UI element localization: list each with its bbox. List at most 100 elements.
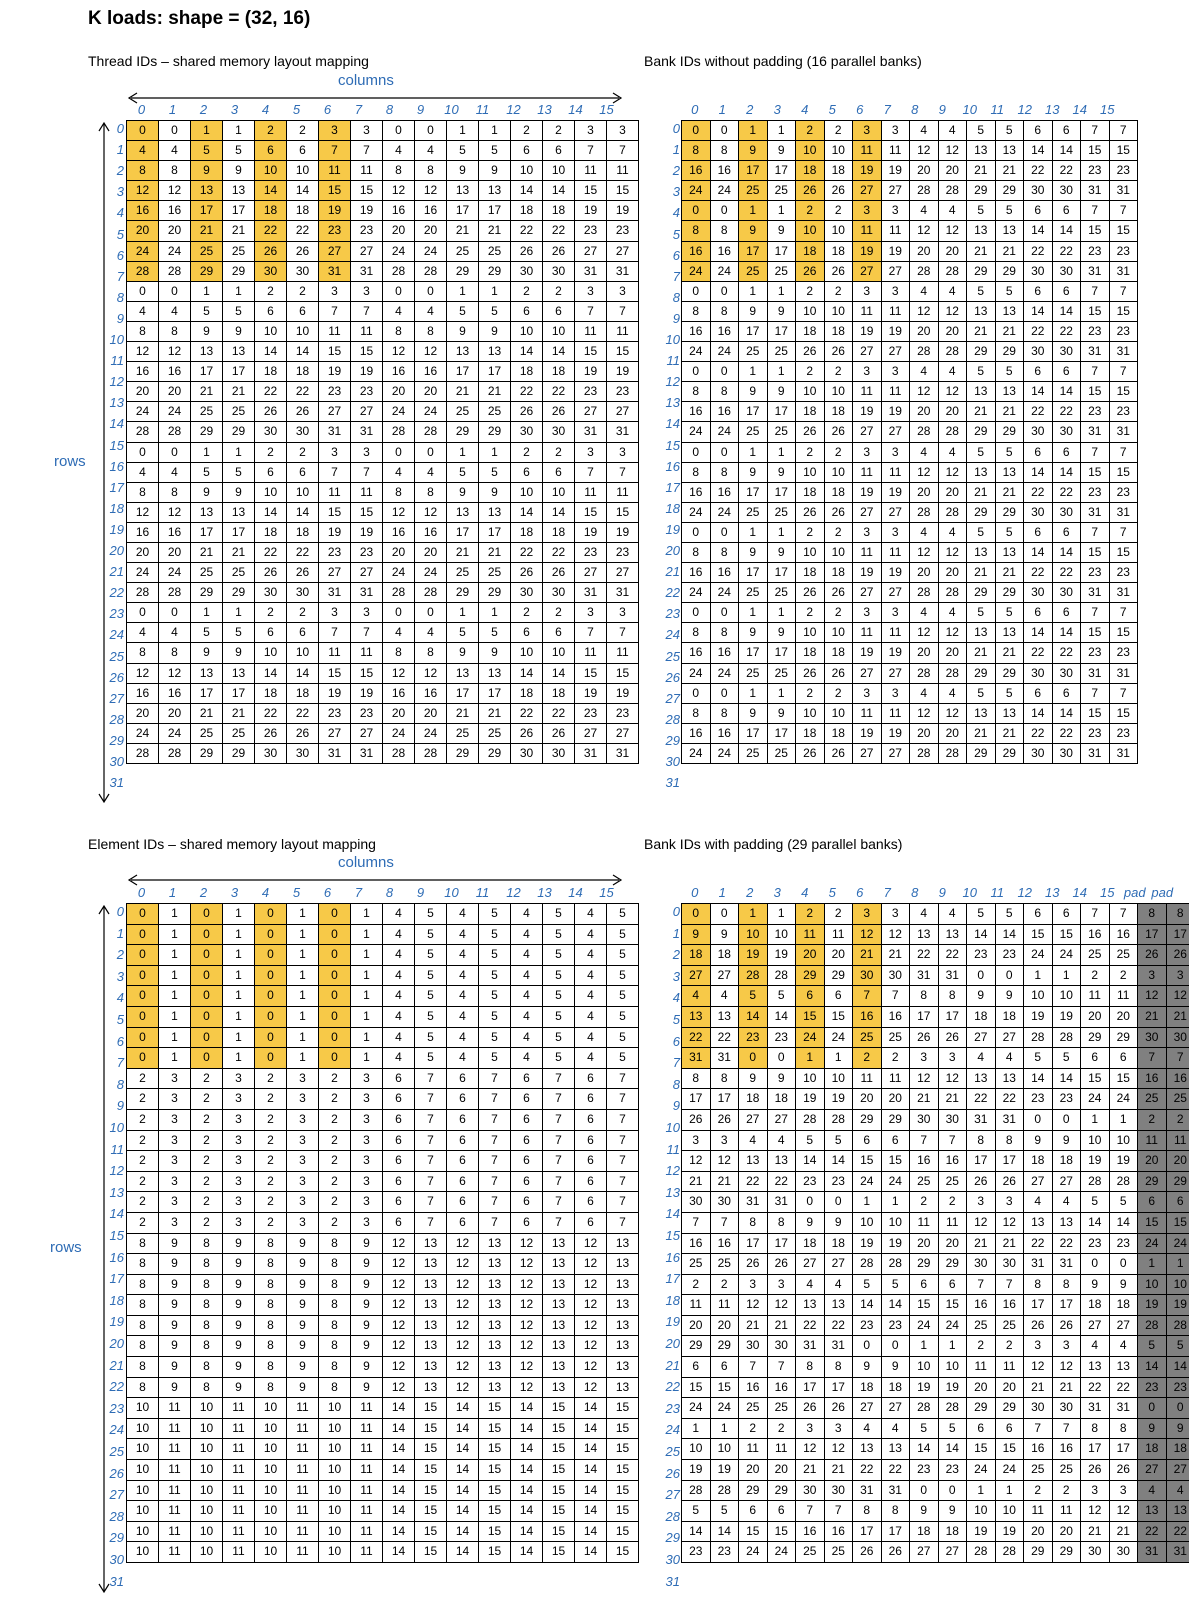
grid-cell: 10 [126, 1438, 159, 1461]
grid-cell: 0 [414, 441, 447, 463]
grid-cell: 18 [510, 682, 543, 704]
grid-row: 21 21 22 22 23 23 24 24 25 25 26 26 27 27 28 28 29 29 [681, 1170, 1189, 1193]
grid-cell: 14 [574, 1459, 607, 1481]
grid-cell: 11 [574, 642, 607, 664]
row-index: 15 [109, 1228, 124, 1243]
grid-cell: 29 [966, 341, 996, 363]
grid-cell: 0 [158, 119, 191, 142]
grid-cell: 11 [158, 1438, 191, 1461]
grid-cell: 3 [318, 441, 351, 463]
grid-cell: 2 [126, 1211, 159, 1234]
row-index: 16 [109, 1249, 124, 1265]
grid-cell: 14 [510, 1397, 543, 1419]
grid-cell: 6 [1108, 1047, 1138, 1069]
grid-cell: 6 [681, 1356, 711, 1378]
grid-cell: 17 [823, 1376, 853, 1399]
grid-cell: 6 [510, 140, 543, 162]
grid-cell: 11 [852, 461, 882, 483]
grid-row: 2 2 3 3 4 4 5 5 6 6 7 7 8 8 9 9 10 10 [681, 1273, 1189, 1296]
grid-cell: 4 [446, 985, 479, 1007]
grid-cell: 23 [350, 541, 383, 564]
column-index: 15 [1100, 102, 1115, 117]
grid-cell: 2 [190, 1211, 223, 1234]
grid-row: 28 28 29 29 30 30 31 31 28 28 29 29 30 30 31 31 [126, 742, 639, 765]
grid-cell: 3 [222, 1170, 255, 1193]
grid-cell: 1 [766, 280, 796, 302]
grid-cell: 0 [994, 964, 1024, 987]
grid-cell: 5 [606, 923, 639, 946]
grid-cell: 19 [1137, 1294, 1167, 1316]
grid-cell: 4 [382, 1005, 415, 1028]
grid-cell: 5 [606, 903, 639, 925]
grid-cell: 17 [446, 682, 479, 704]
grid-cell: 9 [1080, 1273, 1110, 1296]
row-index: 15 [109, 437, 124, 453]
grid-cell: 0 [909, 1479, 939, 1502]
grid-cell: 7 [574, 300, 607, 322]
grid-cell: 16 [1137, 1067, 1167, 1090]
grid-cell: 0 [1023, 1108, 1053, 1131]
grid-cell: 3 [880, 682, 910, 704]
grid-cell: 22 [1023, 642, 1053, 664]
grid-cell: 10 [823, 702, 853, 724]
grid-cell: 18 [286, 682, 319, 704]
grid-cell: 6 [1023, 903, 1053, 925]
grid-cell: 31 [574, 742, 607, 765]
grid-cell: 14 [510, 1541, 543, 1563]
grid-cell: 11 [350, 1417, 383, 1440]
grid-cell: 4 [766, 1129, 796, 1152]
grid-cell: 3 [852, 280, 882, 302]
grid-cell: 0 [126, 119, 159, 142]
grid-cell: 30 [994, 1253, 1024, 1275]
grid-cell: 2 [1051, 1479, 1081, 1502]
grid-cell: 18 [823, 401, 853, 423]
grid-cell: 6 [510, 1191, 543, 1213]
grid-cell: 13 [478, 1232, 511, 1255]
row-index: 2 [116, 163, 124, 179]
grid-cell: 10 [318, 1397, 351, 1419]
row-index: 17 [109, 1271, 124, 1287]
grid-cell: 2 [318, 1088, 351, 1110]
grid-cell: 9 [190, 160, 223, 182]
grid-cell: 7 [414, 1211, 447, 1234]
grid-cell: 8 [1108, 1417, 1138, 1440]
grid-cell: 7 [542, 1211, 575, 1234]
grid-cell: 22 [709, 1026, 739, 1049]
grid-cell: 3 [158, 1170, 191, 1193]
grid-cell: 21 [681, 1170, 711, 1193]
column-index: 10 [444, 885, 459, 900]
grid-cell: 10 [254, 642, 287, 664]
grid-cell: 6 [1051, 602, 1081, 624]
grid-cell: 8 [126, 1356, 159, 1378]
row-index: 22 [665, 1379, 680, 1395]
grid-cell: 0 [681, 521, 711, 543]
grid-cell: 12 [766, 1294, 796, 1316]
grid-cell: 7 [478, 1211, 511, 1234]
grid-cell: 1 [222, 923, 255, 946]
grid-cell: 25 [738, 742, 768, 765]
grid-cell: 16 [766, 1376, 796, 1399]
grid-cell: 9 [1108, 1273, 1138, 1296]
grid-cell: 20 [909, 401, 939, 423]
grid-cell: 31 [766, 1191, 796, 1213]
grid-cell: 22 [510, 220, 543, 242]
grid-cell: 4 [510, 1005, 543, 1028]
grid-cell: 10 [766, 923, 796, 946]
grid-cell: 11 [681, 1294, 711, 1316]
grid-cell: 31 [606, 742, 639, 765]
grid-cell: 2 [126, 1170, 159, 1193]
grid-cell: 5 [190, 300, 223, 322]
grid-cell: 17 [795, 1376, 825, 1399]
grid-cell: 8 [126, 1232, 159, 1255]
grid-cell: 5 [966, 361, 996, 383]
grid-cell: 6 [254, 461, 287, 483]
grid-cell: 22 [1051, 481, 1081, 503]
grid-cell: 5 [542, 944, 575, 966]
grid-cell: 17 [766, 320, 796, 343]
column-index: 15 [599, 102, 614, 117]
grid-cell: 15 [478, 1479, 511, 1502]
grid-cell: 29 [1137, 1170, 1167, 1193]
grid-cell: 10 [994, 1500, 1024, 1522]
grid-cell: 11 [606, 481, 639, 503]
